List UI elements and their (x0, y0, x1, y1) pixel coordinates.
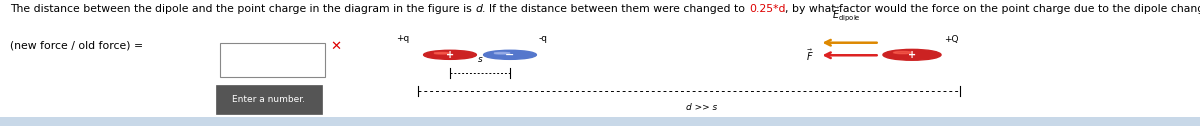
Text: 0.25*d: 0.25*d (749, 4, 785, 14)
Text: +: + (446, 50, 454, 60)
Text: d >> s: d >> s (686, 103, 718, 112)
Text: $\vec{F}$: $\vec{F}$ (806, 48, 814, 63)
Ellipse shape (883, 49, 941, 60)
Ellipse shape (434, 52, 450, 54)
Text: , by what factor would the force on the point charge due to the dipole change?: , by what factor would the force on the … (785, 4, 1200, 14)
Ellipse shape (494, 52, 510, 54)
FancyBboxPatch shape (216, 85, 322, 114)
Text: +Q: +Q (944, 35, 959, 44)
Text: . If the distance between them were changed to: . If the distance between them were chan… (482, 4, 749, 14)
Text: The distance between the: The distance between the (10, 4, 155, 14)
Text: -q: -q (539, 34, 548, 43)
Ellipse shape (424, 50, 476, 59)
Text: +q: +q (396, 34, 409, 43)
Text: Enter a number.: Enter a number. (233, 95, 305, 104)
Text: in the diagram in the figure is: in the diagram in the figure is (306, 4, 475, 14)
Text: $\vec{E}_{\rm dipole}$: $\vec{E}_{\rm dipole}$ (832, 5, 860, 23)
Ellipse shape (484, 50, 536, 59)
FancyBboxPatch shape (220, 43, 325, 77)
Text: dipole and the point charge: dipole and the point charge (155, 4, 306, 14)
Text: s: s (478, 55, 482, 64)
Text: −: − (505, 50, 515, 60)
Text: (new force / old force) =: (new force / old force) = (10, 40, 146, 50)
FancyBboxPatch shape (0, 117, 1200, 126)
Ellipse shape (894, 51, 912, 54)
Text: d: d (475, 4, 482, 14)
Text: +: + (908, 50, 916, 60)
Text: ✕: ✕ (330, 40, 341, 53)
